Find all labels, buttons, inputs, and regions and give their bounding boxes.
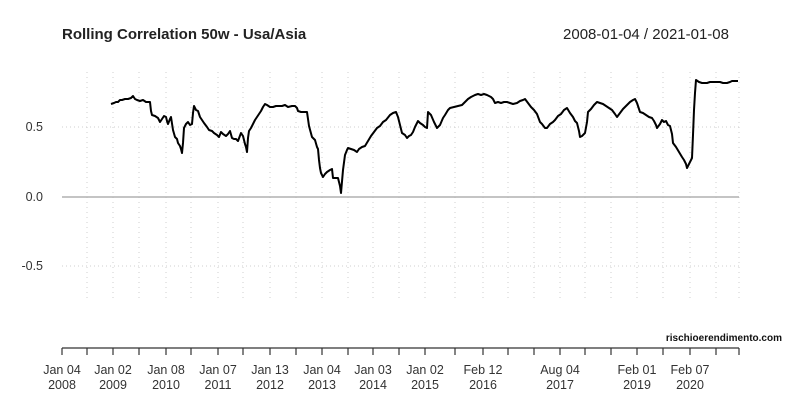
x-tick-label: Jan 04 <box>43 363 81 377</box>
x-tick-label: 2010 <box>152 378 180 392</box>
y-tick-label: 0.5 <box>26 120 43 134</box>
x-tick-label: Feb 07 <box>671 363 710 377</box>
x-tick-label: 2017 <box>546 378 574 392</box>
correlation-line <box>110 79 738 194</box>
x-tick-label: Feb 01 <box>618 363 657 377</box>
x-tick-label: Jan 02 <box>406 363 444 377</box>
x-tick-label: 2012 <box>256 378 284 392</box>
x-tick-label: Jan 07 <box>199 363 237 377</box>
x-axis <box>61 347 740 355</box>
vertical-gridlines <box>86 72 740 300</box>
x-tick-label: Jan 03 <box>354 363 392 377</box>
source-credit: rischioerendimento.com <box>665 333 782 344</box>
chart-title: Rolling Correlation 50w - Usa/Asia <box>62 26 307 43</box>
x-tick-label: 2015 <box>411 378 439 392</box>
x-tick-label: 2009 <box>99 378 127 392</box>
y-tick-label: 0.0 <box>26 190 43 204</box>
date-range: 2008-01-04 / 2021-01-08 <box>563 26 729 43</box>
x-tick-label: 2014 <box>359 378 387 392</box>
horizontal-gridlines <box>62 126 739 267</box>
y-tick-label: -0.5 <box>21 259 43 273</box>
x-tick-label: 2019 <box>623 378 651 392</box>
x-tick-label: 2013 <box>308 378 336 392</box>
x-tick-label: Jan 04 <box>303 363 341 377</box>
x-tick-label: Aug 04 <box>540 363 580 377</box>
x-tick-label: 2020 <box>676 378 704 392</box>
x-tick-label: 2008 <box>48 378 76 392</box>
x-tick-label: Jan 13 <box>251 363 289 377</box>
x-tick-label: Jan 08 <box>147 363 185 377</box>
x-tick-labels: Jan 04 2008 Jan 02 2009 Jan 08 2010 Jan … <box>43 363 709 392</box>
x-tick-label: 2011 <box>205 378 232 392</box>
x-tick-label: 2016 <box>469 378 497 392</box>
x-tick-label: Jan 02 <box>94 363 132 377</box>
x-tick-label: Feb 12 <box>464 363 503 377</box>
